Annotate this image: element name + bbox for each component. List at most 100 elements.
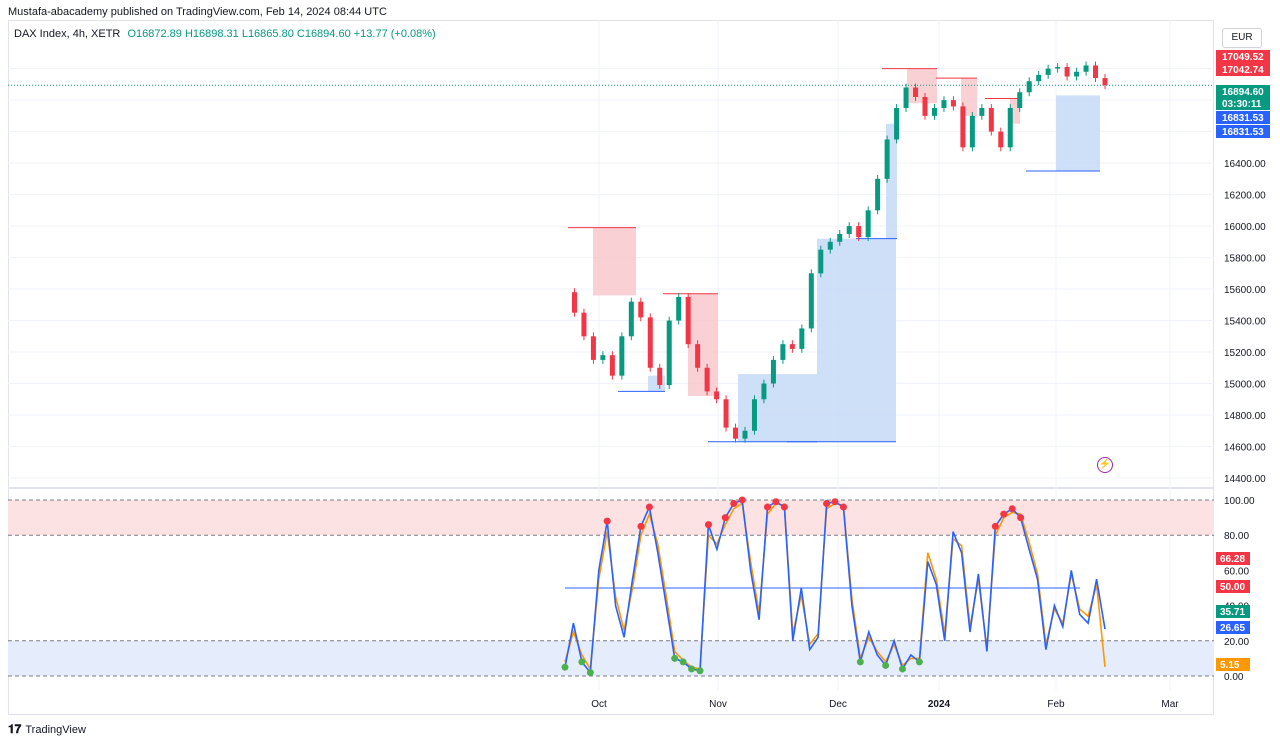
candle bbox=[884, 139, 890, 179]
candle bbox=[1074, 71, 1080, 77]
candle bbox=[903, 87, 909, 108]
currency-button[interactable]: EUR bbox=[1222, 28, 1262, 48]
symbol-bar[interactable]: DAX Index, 4h, XETR O16872.89 H16898.31 … bbox=[14, 28, 436, 40]
stoch-label-box bbox=[1216, 621, 1250, 634]
chart-frame bbox=[8, 20, 1214, 715]
candle bbox=[1064, 67, 1070, 77]
footer-brand: TradingView bbox=[25, 723, 86, 736]
sell-signal-dot bbox=[831, 498, 839, 506]
candle bbox=[1036, 74, 1042, 82]
candle bbox=[581, 312, 587, 337]
sell-signal-dot bbox=[1017, 514, 1025, 522]
demand-zone bbox=[1056, 95, 1100, 171]
sell-signal-dot bbox=[1008, 505, 1016, 513]
sell-signal-dot bbox=[603, 517, 611, 525]
y-tick-label: 16000.00 bbox=[1224, 222, 1266, 233]
price-label: 16831.53 bbox=[1222, 127, 1264, 138]
ohlc-values: O16872.89 H16898.31 L16865.80 C16894.60 … bbox=[127, 28, 436, 40]
candle bbox=[1055, 67, 1061, 69]
x-tick-label: Nov bbox=[709, 699, 727, 710]
publish-info: Mustafa-abacademy published on TradingVi… bbox=[8, 6, 387, 18]
candle bbox=[827, 241, 833, 250]
price-label-box bbox=[1216, 97, 1270, 110]
candle bbox=[799, 328, 805, 349]
buy-signal-dot bbox=[586, 668, 594, 676]
candle bbox=[950, 100, 956, 107]
candle bbox=[931, 107, 937, 116]
price-label-box bbox=[1216, 63, 1270, 76]
alert-flash-icon[interactable]: ⚡ bbox=[1097, 457, 1113, 473]
sell-signal-dot bbox=[704, 521, 712, 529]
candle bbox=[742, 430, 748, 439]
candle bbox=[666, 320, 672, 386]
sell-signal-dot bbox=[645, 503, 653, 511]
candle bbox=[647, 317, 653, 368]
candle bbox=[1026, 81, 1032, 93]
stoch-label: 50.00 bbox=[1220, 582, 1245, 593]
candle bbox=[657, 367, 663, 386]
sell-signal-dot bbox=[772, 498, 780, 506]
price-label: 17049.52 bbox=[1222, 52, 1264, 63]
buy-signal-dot bbox=[561, 663, 569, 671]
sell-signal-dot bbox=[738, 496, 746, 504]
y-tick-label: 16400.00 bbox=[1224, 159, 1266, 170]
stoch-tick-label: 100.00 bbox=[1224, 496, 1255, 507]
price-label: 16831.53 bbox=[1222, 113, 1264, 124]
overbought-zone bbox=[8, 500, 1214, 536]
buy-signal-dot bbox=[915, 658, 923, 666]
symbol-label: DAX Index, 4h, XETR bbox=[14, 28, 121, 40]
candle bbox=[865, 210, 871, 238]
stoch-label-box bbox=[1216, 580, 1250, 593]
sell-signal-dot bbox=[823, 500, 831, 508]
sell-signal-dot bbox=[780, 503, 788, 511]
price-label-box bbox=[1216, 111, 1270, 124]
candle bbox=[714, 391, 720, 400]
stoch-label: 66.28 bbox=[1220, 554, 1245, 565]
y-tick-label: 15600.00 bbox=[1224, 285, 1266, 296]
candle bbox=[590, 336, 596, 360]
candle bbox=[770, 359, 776, 384]
candle bbox=[1083, 65, 1089, 72]
y-tick-label: 14400.00 bbox=[1224, 474, 1266, 485]
candle bbox=[998, 131, 1004, 148]
buy-signal-dot bbox=[899, 665, 906, 673]
candle bbox=[979, 107, 985, 116]
candle bbox=[789, 344, 795, 349]
candle bbox=[1102, 78, 1108, 86]
candle bbox=[922, 96, 928, 116]
buy-signal-dot bbox=[856, 658, 864, 666]
candle bbox=[913, 87, 919, 97]
candle bbox=[676, 296, 682, 321]
stoch-tick-label: 20.00 bbox=[1224, 637, 1249, 648]
stoch-tick-label: 60.00 bbox=[1224, 566, 1249, 577]
y-tick-label: 14600.00 bbox=[1224, 443, 1266, 454]
buy-signal-dot bbox=[696, 667, 704, 675]
x-tick-label: Mar bbox=[1161, 699, 1179, 710]
y-tick-label: 15200.00 bbox=[1224, 348, 1266, 359]
stoch-tick-label: 0.00 bbox=[1224, 672, 1244, 683]
supply-zone bbox=[1010, 98, 1020, 124]
price-label-box bbox=[1216, 50, 1270, 63]
candle bbox=[733, 427, 739, 439]
candle bbox=[1093, 65, 1099, 79]
sell-signal-dot bbox=[991, 522, 999, 530]
candle bbox=[818, 249, 824, 274]
stoch-label-box bbox=[1216, 658, 1250, 671]
stoch-label-box bbox=[1216, 552, 1250, 565]
candle bbox=[619, 336, 625, 376]
oversold-zone bbox=[8, 640, 1214, 676]
candle bbox=[988, 107, 994, 132]
x-tick-label: Oct bbox=[591, 699, 607, 710]
demand-zone bbox=[886, 123, 897, 239]
candle bbox=[1017, 92, 1023, 108]
candle bbox=[751, 399, 757, 431]
candle bbox=[685, 296, 691, 345]
sell-signal-dot bbox=[764, 503, 771, 511]
y-tick-label: 15800.00 bbox=[1224, 254, 1266, 265]
supply-zone bbox=[688, 293, 718, 397]
buy-signal-dot bbox=[882, 661, 890, 669]
x-tick-label: Dec bbox=[829, 699, 847, 710]
candle bbox=[609, 355, 615, 376]
candle bbox=[846, 226, 852, 234]
